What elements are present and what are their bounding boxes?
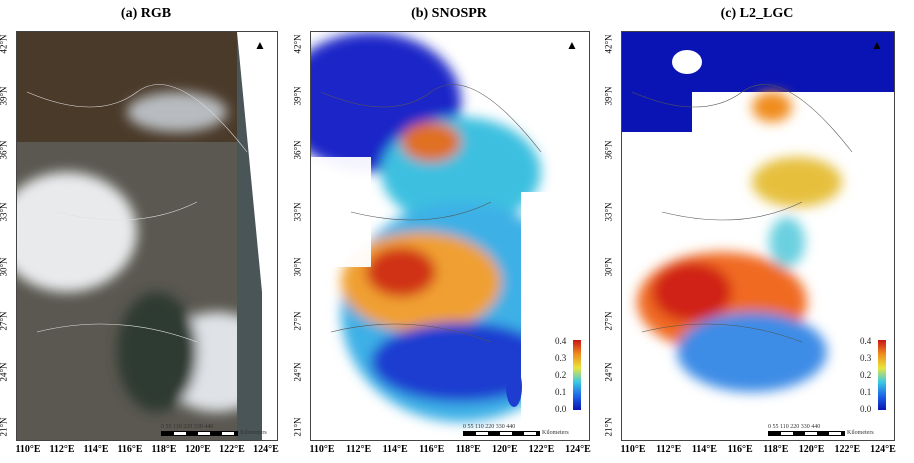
lat-label: 21°N bbox=[0, 417, 9, 437]
lat-label: 30°N bbox=[603, 257, 614, 277]
lon-label: 114°E bbox=[83, 444, 109, 455]
scale-bar: 0 55 110 220 330 440 Kilometers bbox=[161, 424, 267, 436]
north-arrow-icon: ▲ bbox=[254, 38, 266, 52]
scale-bar: 0 55 110 220 330 440 Kilometers bbox=[463, 424, 569, 436]
north-arrow-icon: ▲ bbox=[871, 38, 883, 52]
lat-label: 33°N bbox=[0, 202, 9, 222]
panel-title: (b) SNOSPR bbox=[411, 6, 487, 21]
scale-unit: Kilometers bbox=[847, 430, 874, 436]
lat-label: 30°N bbox=[0, 257, 9, 277]
colorbar-tick: 0.2 bbox=[555, 370, 567, 380]
lat-label: 27°N bbox=[0, 311, 9, 331]
map-panel-rgb bbox=[16, 31, 278, 441]
lat-label: 27°N bbox=[292, 311, 303, 331]
lat-label: 24°N bbox=[0, 362, 9, 382]
panel-title: (a) RGB bbox=[120, 6, 172, 21]
lon-label: 120°E bbox=[798, 444, 825, 455]
map-panel-snospr bbox=[310, 31, 590, 441]
lat-label: 21°N bbox=[292, 417, 303, 437]
lon-label: 116°E bbox=[727, 444, 753, 455]
lat-label: 42°N bbox=[0, 34, 9, 54]
colorbar-tick: 0.3 bbox=[860, 353, 872, 363]
colorbar-tick: 0.3 bbox=[555, 353, 567, 363]
scale-bar-graphic bbox=[463, 430, 540, 436]
colorbar-tick: 0.1 bbox=[555, 387, 567, 397]
lon-label: 118°E bbox=[455, 444, 481, 455]
colorbar-tick: 0.1 bbox=[860, 387, 872, 397]
scale-unit: Kilometers bbox=[542, 430, 569, 436]
panel-title: (c) L2_LGC bbox=[720, 6, 794, 21]
lat-label: 36°N bbox=[603, 140, 614, 160]
lat-label: 33°N bbox=[603, 202, 614, 222]
lat-label: 42°N bbox=[603, 34, 614, 54]
lon-label: 110°E bbox=[15, 444, 41, 455]
lon-label: 124°E bbox=[253, 444, 279, 455]
lon-label: 124°E bbox=[565, 444, 591, 455]
scale-bar: 0 55 110 220 330 440 Kilometers bbox=[768, 424, 874, 436]
lon-label: 118°E bbox=[151, 444, 177, 455]
lat-label: 21°N bbox=[603, 417, 614, 437]
lon-label: 112°E bbox=[49, 444, 75, 455]
lon-label: 114°E bbox=[691, 444, 717, 455]
lat-label: 24°N bbox=[292, 362, 303, 382]
north-arrow-icon: ▲ bbox=[566, 38, 578, 52]
scale-ticks: 0 55 110 220 330 440 bbox=[161, 424, 214, 430]
scale-ticks: 0 55 110 220 330 440 bbox=[463, 424, 516, 430]
lon-label: 122°E bbox=[219, 444, 245, 455]
lat-label: 30°N bbox=[292, 257, 303, 277]
lon-label: 116°E bbox=[117, 444, 143, 455]
colorbar bbox=[878, 340, 886, 410]
lon-label: 110°E bbox=[620, 444, 646, 455]
scale-bar-graphic bbox=[161, 430, 238, 436]
lat-label: 39°N bbox=[0, 86, 9, 106]
colorbar-tick: 0.0 bbox=[555, 404, 567, 414]
lon-label: 112°E bbox=[656, 444, 682, 455]
colorbar-tick: 0.4 bbox=[555, 336, 567, 346]
colorbar-tick: 0.4 bbox=[860, 336, 872, 346]
lat-label: 39°N bbox=[292, 86, 303, 106]
lon-label: 114°E bbox=[382, 444, 408, 455]
lon-label: 122°E bbox=[528, 444, 555, 455]
lat-label: 27°N bbox=[603, 311, 614, 331]
colorbar bbox=[573, 340, 581, 410]
lon-label: 110°E bbox=[309, 444, 335, 455]
lon-label: 120°E bbox=[185, 444, 211, 455]
lon-label: 112°E bbox=[346, 444, 372, 455]
lat-label: 36°N bbox=[0, 140, 9, 160]
lat-label: 24°N bbox=[603, 362, 614, 382]
scale-bar-graphic bbox=[768, 430, 845, 436]
colorbar-tick: 0.0 bbox=[860, 404, 872, 414]
scale-unit: Kilometers bbox=[240, 430, 267, 436]
map-panel-l2-lgc bbox=[621, 31, 895, 441]
lat-label: 42°N bbox=[292, 34, 303, 54]
lon-label: 120°E bbox=[492, 444, 518, 455]
lat-label: 36°N bbox=[292, 140, 303, 160]
lon-label: 118°E bbox=[763, 444, 789, 455]
lat-label: 33°N bbox=[292, 202, 303, 222]
colorbar-tick: 0.2 bbox=[860, 370, 872, 380]
lon-label: 122°E bbox=[834, 444, 861, 455]
lon-label: 116°E bbox=[419, 444, 445, 455]
lon-label: 124°E bbox=[870, 444, 896, 455]
lat-label: 39°N bbox=[603, 86, 614, 106]
scale-ticks: 0 55 110 220 330 440 bbox=[768, 424, 821, 430]
